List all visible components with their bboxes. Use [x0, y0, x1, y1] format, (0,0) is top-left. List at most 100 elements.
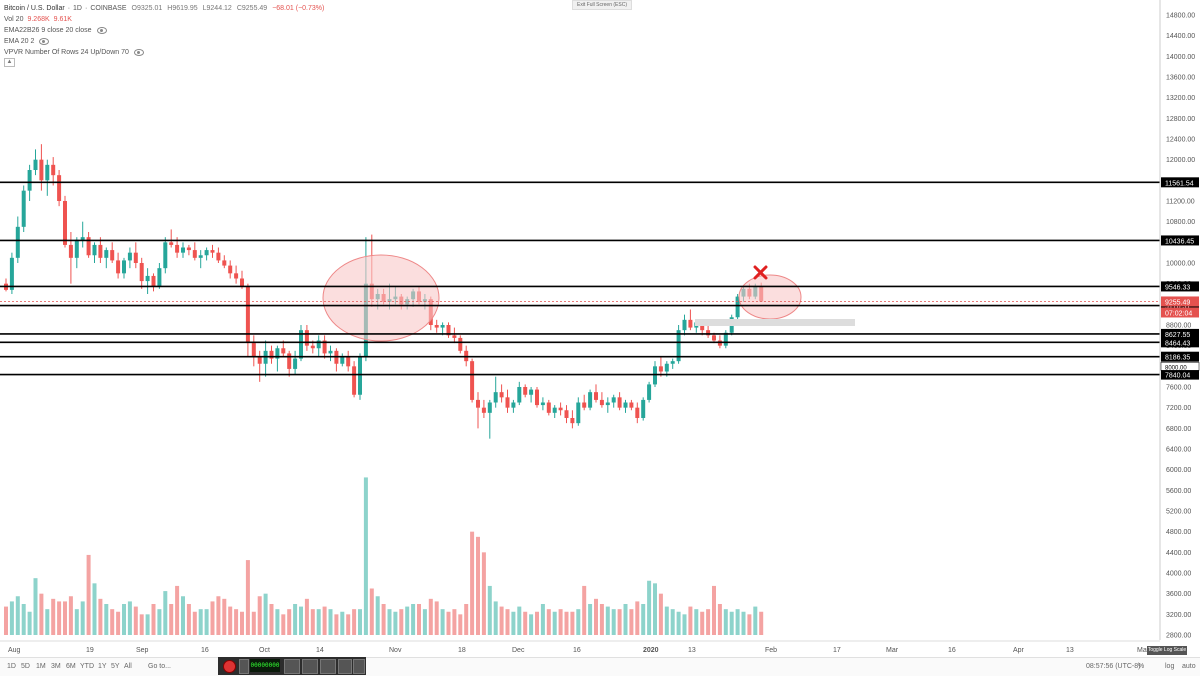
volume-bar	[706, 609, 711, 635]
volume-icon[interactable]	[284, 659, 300, 674]
candle-body	[340, 356, 345, 364]
recording-toolbar: 00000000	[218, 657, 366, 675]
candle-body	[552, 407, 557, 413]
timeframe-5d[interactable]: 5D	[21, 663, 30, 670]
price-tick-label: 3600.00	[1166, 591, 1191, 598]
candle-body	[523, 387, 528, 395]
indicator-vpvr[interactable]: VPVR Number Of Rows 24 Up/Down 70	[4, 49, 129, 56]
timeframe-6m[interactable]: 6M	[66, 663, 76, 670]
candle-body	[310, 345, 315, 349]
log-scale-toggle[interactable]: log	[1165, 663, 1175, 670]
candle-body	[623, 402, 628, 408]
candle-body	[535, 389, 539, 406]
pause-icon[interactable]	[239, 659, 249, 674]
candle-body	[499, 392, 504, 398]
candle-body	[110, 250, 115, 261]
volume-bar	[611, 609, 616, 635]
volume-bar	[428, 598, 433, 635]
indicator-ema-1[interactable]: EMA22B26 9 close 20 close	[4, 27, 92, 34]
candle-body	[293, 358, 298, 369]
countdown-tag: 07:02:04	[1165, 310, 1192, 317]
candle-body	[39, 159, 44, 181]
bottom-toolbar: 1D 5D 1M 3M 6M YTD 1Y 5Y All Go to... 08…	[0, 657, 1200, 676]
candle-body	[546, 402, 551, 413]
volume-bar	[405, 606, 410, 635]
volume-bar	[263, 593, 268, 635]
eye-icon[interactable]	[96, 27, 107, 34]
candle-body	[192, 250, 197, 258]
price-tick-label: 13200.00	[1166, 95, 1195, 102]
timeframe-1y[interactable]: 1Y	[98, 663, 107, 670]
indicator-ema-2[interactable]: EMA 20 2	[4, 38, 35, 45]
symbol-title: Bitcoin / U.S. Dollar	[4, 5, 65, 12]
volume-bar	[251, 611, 256, 635]
price-level-tag: 7840.04	[1165, 373, 1190, 380]
camera-icon[interactable]	[320, 659, 336, 674]
candle-body	[157, 268, 162, 287]
timeframe-ytd[interactable]: YTD	[80, 663, 94, 670]
volume-bar	[564, 611, 569, 635]
volume-bar	[45, 609, 50, 635]
price-tick-label: 11200.00	[1166, 199, 1195, 206]
price-level-tag-bg	[1161, 337, 1199, 348]
timeframe-1d[interactable]: 1D	[7, 663, 16, 670]
percent-toggle[interactable]: %	[1138, 663, 1145, 670]
volume-bar	[446, 611, 451, 635]
record-icon[interactable]	[223, 660, 236, 673]
volume-bar	[582, 585, 587, 635]
recording-timer: 00000000	[250, 659, 280, 672]
timeframe-1m[interactable]: 1M	[36, 663, 46, 670]
price-tick-label: 12800.00	[1166, 116, 1195, 123]
price-chart[interactable]: 2800.00 3200.00 3600.00 4000.00 4400.00 4800.…	[0, 0, 1200, 657]
candle-body	[27, 170, 32, 191]
volume-bar	[210, 601, 215, 635]
candle-body	[322, 340, 327, 354]
price-tick-label: 2800.00	[1166, 633, 1191, 640]
volume-bar	[700, 611, 705, 635]
candle-body	[33, 159, 38, 170]
goto-date-button[interactable]: Go to...	[148, 663, 171, 670]
cross-stroke	[753, 265, 768, 280]
timeframe-5y[interactable]: 5Y	[111, 663, 120, 670]
volume-bar	[334, 614, 339, 635]
chart-legend: Bitcoin / U.S. Dollar · 1D · COINBASE O9…	[4, 5, 325, 67]
price-axis[interactable]: 2800.00 3200.00 3600.00 4000.00 4400.00 4800.…	[1159, 0, 1200, 640]
collapse-legend-icon[interactable]: ▲	[4, 58, 15, 67]
candle-body	[688, 319, 693, 328]
candle-body	[63, 201, 67, 245]
exit-fullscreen-button[interactable]: Exit Full Screen (ESC)	[572, 0, 632, 10]
highlight-ellipse	[322, 254, 440, 342]
candle-body	[511, 402, 516, 408]
candle-body	[452, 335, 457, 338]
volume-bar	[422, 609, 427, 635]
volume-label: Vol 20	[4, 16, 24, 23]
volume-bar	[570, 611, 575, 635]
candle-body	[352, 366, 357, 395]
candle-body	[476, 399, 480, 408]
candle-body	[116, 260, 121, 274]
volume-bar	[670, 609, 675, 635]
close-icon[interactable]	[353, 659, 365, 674]
price-tick-label: 14800.00	[1166, 13, 1195, 20]
volume-bar	[21, 604, 26, 635]
volume-bar	[641, 604, 646, 635]
volume-bar	[599, 604, 604, 635]
timeframe-all[interactable]: All	[124, 663, 132, 670]
auto-scale-toggle[interactable]: auto	[1182, 663, 1196, 670]
volume-bar	[98, 598, 103, 635]
volume-bar	[352, 609, 357, 635]
candle-body	[133, 252, 138, 263]
eye-icon[interactable]	[133, 49, 144, 56]
mic-icon[interactable]	[338, 659, 352, 674]
time-axis[interactable]: Aug 19 Sep 16 Oct 14 Nov 18 Dec 16 2020 13 Feb 17 Mar 1…	[0, 640, 1160, 654]
volume-bar	[694, 609, 699, 635]
volume-bar	[363, 477, 368, 635]
volume-bar	[145, 614, 150, 635]
eye-icon[interactable]	[39, 38, 50, 45]
volume-bar	[546, 609, 551, 635]
price-level-tag: 8464.43	[1165, 340, 1190, 347]
candle-body	[706, 330, 711, 336]
volume-bar	[127, 601, 132, 635]
timeframe-3m[interactable]: 3M	[51, 663, 61, 670]
settings-icon[interactable]	[302, 659, 318, 674]
